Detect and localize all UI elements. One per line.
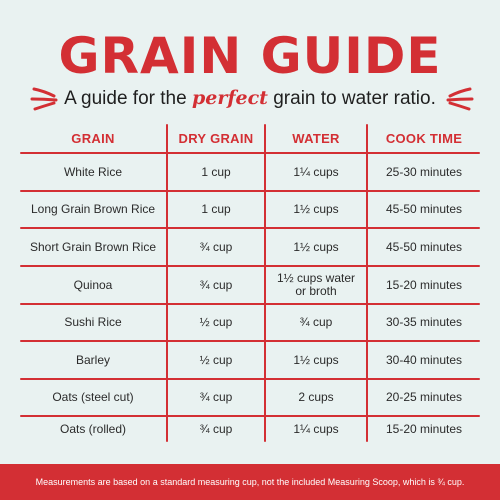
cell-cook-time: 20-25 minutes bbox=[385, 390, 463, 404]
subtitle-before: A guide for the bbox=[64, 88, 192, 109]
cell-dry-grain: ¾ cup bbox=[199, 422, 233, 436]
cell-grain: Sushi Rice bbox=[64, 315, 122, 329]
cell-grain: Quinoa bbox=[73, 277, 113, 292]
column-divider bbox=[264, 124, 266, 442]
cell-grain: Barley bbox=[75, 352, 110, 367]
cell-cook-time: 15-20 minutes bbox=[385, 422, 463, 436]
subtitle: A guide for the perfect grain to water r… bbox=[0, 86, 500, 111]
cell-dry-grain: 1 cup bbox=[201, 202, 231, 216]
cell-grain: Oats (rolled) bbox=[59, 422, 127, 436]
cell-cook-time: 45-50 minutes bbox=[385, 239, 463, 254]
cell-grain: Short Grain Brown Rice bbox=[29, 239, 157, 254]
cell-water: 1¼ cups bbox=[293, 164, 339, 179]
cell-grain: Oats (steel cut) bbox=[52, 390, 134, 404]
cell-grain: White Rice bbox=[63, 164, 122, 179]
cell-water: 1¼ cups bbox=[293, 422, 339, 436]
cell-water: 1½ cups bbox=[293, 239, 339, 254]
cell-dry-grain: 1 cup bbox=[201, 164, 231, 179]
cell-cook-time: 30-35 minutes bbox=[385, 315, 463, 329]
row-divider bbox=[20, 227, 480, 229]
cell-dry-grain: ½ cup bbox=[199, 352, 233, 367]
cell-dry-grain: ¾ cup bbox=[199, 277, 233, 292]
row-divider bbox=[20, 378, 480, 380]
row-divider bbox=[20, 303, 480, 305]
cell-grain: Long Grain Brown Rice bbox=[30, 202, 156, 216]
cell-water: ¾ cup bbox=[299, 315, 333, 329]
header-cook-time: COOK TIME bbox=[385, 130, 463, 146]
cell-cook-time: 30-40 minutes bbox=[385, 352, 463, 367]
row-divider bbox=[20, 152, 480, 154]
grain-table: GRAIN DRY GRAIN WATER COOK TIME White Ri… bbox=[20, 124, 480, 442]
header-dry-grain: DRY GRAIN bbox=[178, 130, 254, 146]
column-divider bbox=[366, 124, 368, 442]
cell-water: 2 cups bbox=[298, 390, 334, 404]
cell-water: 1½ cups water or broth bbox=[276, 271, 356, 298]
cell-cook-time: 45-50 minutes bbox=[385, 202, 463, 216]
row-divider bbox=[20, 340, 480, 342]
row-divider bbox=[20, 190, 480, 192]
subtitle-after: grain to water ratio. bbox=[267, 88, 436, 109]
cell-dry-grain: ½ cup bbox=[199, 315, 233, 329]
row-divider bbox=[20, 265, 480, 267]
cell-dry-grain: ¾ cup bbox=[199, 390, 233, 404]
row-divider bbox=[20, 415, 480, 417]
header-grain: GRAIN bbox=[71, 130, 115, 146]
footer-note: Measurements are based on a standard mea… bbox=[0, 464, 500, 500]
sparkle-lines-icon bbox=[446, 87, 474, 111]
page-title: GRAIN GUIDE bbox=[58, 27, 442, 85]
cell-water: 1½ cups bbox=[293, 202, 339, 216]
header-water: WATER bbox=[292, 130, 340, 146]
cell-water: 1½ cups bbox=[293, 352, 339, 367]
subtitle-emphasis: perfect bbox=[191, 87, 268, 109]
sparkle-lines-icon bbox=[30, 87, 58, 111]
cell-cook-time: 15-20 minutes bbox=[385, 277, 463, 292]
column-divider bbox=[166, 124, 168, 442]
cell-cook-time: 25-30 minutes bbox=[385, 164, 463, 179]
cell-dry-grain: ¾ cup bbox=[199, 239, 233, 254]
